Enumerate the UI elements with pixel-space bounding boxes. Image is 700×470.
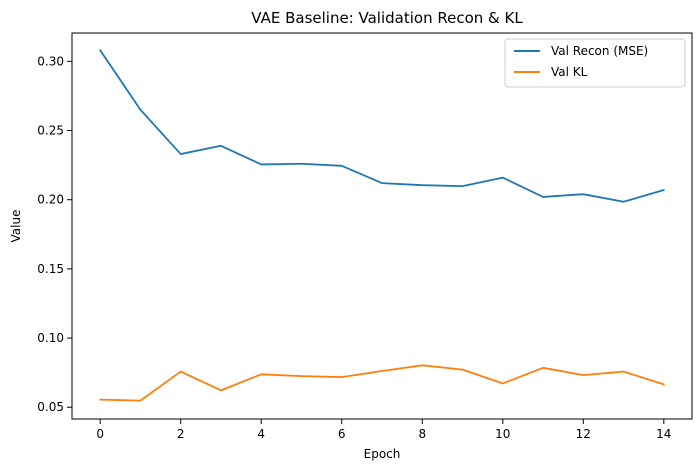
y-tick-label: 0.05 (37, 400, 64, 414)
x-axis-label: Epoch (364, 447, 401, 461)
x-tick-label: 12 (576, 427, 591, 441)
y-tick-label: 0.25 (37, 124, 64, 138)
chart-title: VAE Baseline: Validation Recon & KL (251, 9, 523, 27)
series-lines (99, 49, 665, 402)
x-tick-label: 4 (257, 427, 265, 441)
plot-area (72, 33, 692, 419)
ticks: 0 2 4 6 8 10 12 14 0.05 0.10 0.15 0.20 0.25 0.30 (37, 54, 671, 441)
x-tick-label: 8 (418, 427, 426, 441)
y-tick-label: 0.30 (37, 54, 64, 68)
series-line-recon (99, 49, 665, 203)
legend-label-recon: Val Recon (MSE) (551, 44, 648, 58)
x-tick-label: 0 (96, 427, 104, 441)
y-tick-label: 0.10 (37, 331, 64, 345)
x-tick-label: 2 (177, 427, 185, 441)
plot-frame (71, 32, 693, 420)
legend-label-kl: Val KL (551, 65, 588, 79)
y-tick-label: 0.20 (37, 193, 64, 207)
legend: Val Recon (MSE) Val KL (504, 38, 686, 88)
legend-box (504, 38, 686, 88)
x-tick-label: 6 (338, 427, 346, 441)
x-tick-label: 14 (656, 427, 671, 441)
y-tick-label: 0.15 (37, 262, 64, 276)
series-line-kl (99, 364, 665, 402)
x-tick-label: 10 (495, 427, 510, 441)
y-axis-label: Value (9, 210, 23, 243)
